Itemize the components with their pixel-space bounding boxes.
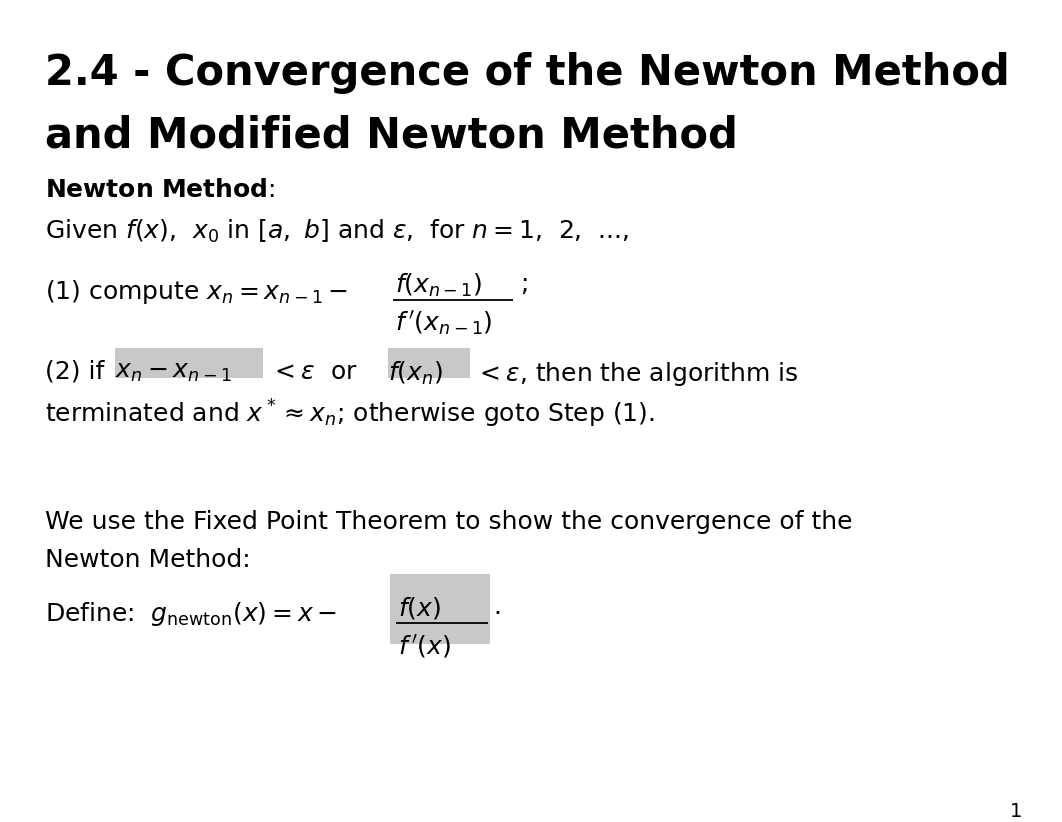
Text: $x_n - x_{n-1}$: $x_n - x_{n-1}$	[115, 360, 232, 384]
Text: (2) if: (2) if	[45, 360, 104, 384]
Text: Define:  $g_{\mathrm{newton}}(x) = x -$: Define: $g_{\mathrm{newton}}(x) = x -$	[45, 600, 338, 628]
Text: terminated and $x^* \approx x_n$; otherwise goto Step (1).: terminated and $x^* \approx x_n$; otherw…	[45, 398, 655, 430]
Text: 1: 1	[1010, 802, 1022, 821]
Text: $\mathbf{Newton\ Method}$:: $\mathbf{Newton\ Method}$:	[45, 178, 275, 202]
Text: ;: ;	[520, 272, 529, 296]
Text: and Modified Newton Method: and Modified Newton Method	[45, 115, 738, 157]
Bar	[388, 348, 470, 378]
Text: (1) compute $x_n = x_{n-1} -$: (1) compute $x_n = x_{n-1} -$	[45, 278, 348, 306]
Text: $f(x)$: $f(x)$	[398, 595, 441, 621]
Text: .: .	[493, 595, 501, 619]
Text: Given $f(x)$,  $x_0$ in $[a,\ b]$ and $\varepsilon$,  for $n = 1$,  $2$,  ...,: Given $f(x)$, $x_0$ in $[a,\ b]$ and $\v…	[45, 218, 629, 245]
Text: We use the Fixed Point Theorem to show the convergence of the: We use the Fixed Point Theorem to show t…	[45, 510, 853, 534]
Text: 2.4 - Convergence of the Newton Method: 2.4 - Convergence of the Newton Method	[45, 52, 1010, 94]
Text: $< \varepsilon$  or: $< \varepsilon$ or	[270, 360, 358, 384]
Text: $< \varepsilon$, then the algorithm is: $< \varepsilon$, then the algorithm is	[475, 360, 799, 388]
Bar	[115, 348, 263, 378]
Text: $f(x_{n-1})$: $f(x_{n-1})$	[395, 272, 482, 299]
Text: $f^{\,\prime}(x)$: $f^{\,\prime}(x)$	[398, 633, 451, 660]
Bar	[390, 574, 490, 644]
Text: $f^{\,\prime}(x_{n-1})$: $f^{\,\prime}(x_{n-1})$	[395, 310, 493, 338]
Text: Newton Method:: Newton Method:	[45, 548, 251, 572]
Text: $f(x_n)$: $f(x_n)$	[388, 360, 443, 387]
